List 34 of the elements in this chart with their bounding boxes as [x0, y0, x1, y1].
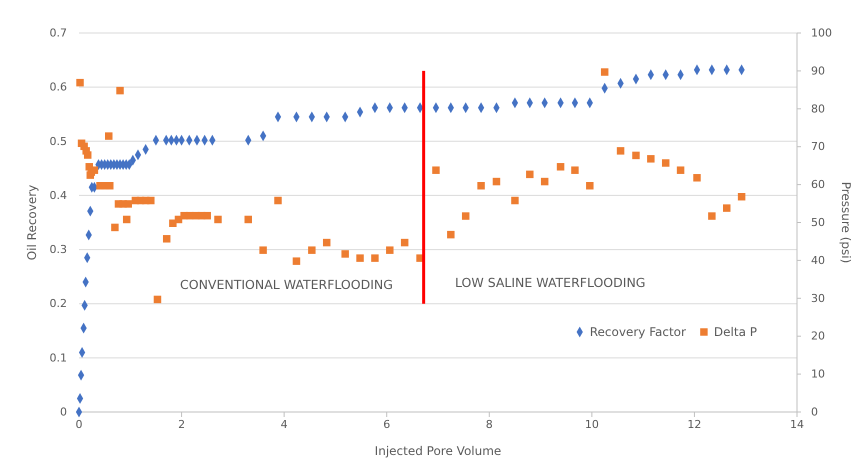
- y2-tick-label: 20: [811, 330, 825, 343]
- y2-tick-label: 10: [811, 368, 825, 381]
- y2-tick-label: 40: [811, 254, 825, 267]
- x-tick-label: 0: [76, 418, 82, 431]
- x-tick-label: 4: [280, 418, 288, 431]
- x-tick-label: 6: [383, 418, 390, 431]
- y2-tick-label: 70: [811, 140, 825, 154]
- y2-tick-label: 90: [811, 64, 825, 78]
- y-tick-label: 0.5: [50, 134, 67, 148]
- legend-label: Delta P: [714, 325, 757, 339]
- y2-axis-title: Pressure (psi): [839, 182, 851, 264]
- x-tick-label: 8: [486, 418, 493, 431]
- y-axis-title: Oil Recovery: [25, 184, 39, 260]
- y2-tick-label: 0: [811, 406, 818, 419]
- annotation: LOW SALINE WATERFLOODING: [455, 275, 646, 290]
- y2-tick-label: 50: [811, 216, 825, 230]
- y-tick-label: 0: [60, 406, 67, 419]
- x-tick-label: 14: [790, 418, 804, 431]
- x-axis-title: Injected Pore Volume: [374, 444, 502, 458]
- x-tick-label: 12: [687, 418, 702, 431]
- y-tick-label: 0.6: [50, 80, 67, 94]
- y2-tick-label: 30: [811, 292, 825, 305]
- y-tick-label: 0.2: [50, 297, 67, 310]
- y-tick-label: 0.4: [50, 188, 67, 202]
- y2-tick-label: 80: [811, 102, 825, 116]
- y-tick-label: 0.3: [50, 243, 67, 256]
- y-tick-label: 0.1: [50, 351, 67, 364]
- y2-tick-label: 100: [811, 26, 832, 40]
- legend-label: Recovery Factor: [590, 325, 686, 339]
- x-tick-label: 10: [584, 418, 599, 431]
- y2-tick-label: 60: [811, 178, 825, 192]
- x-tick-label: 2: [178, 418, 186, 431]
- annotation: CONVENTIONAL WATERFLOODING: [180, 277, 393, 292]
- y-tick-label: 0.7: [50, 26, 67, 40]
